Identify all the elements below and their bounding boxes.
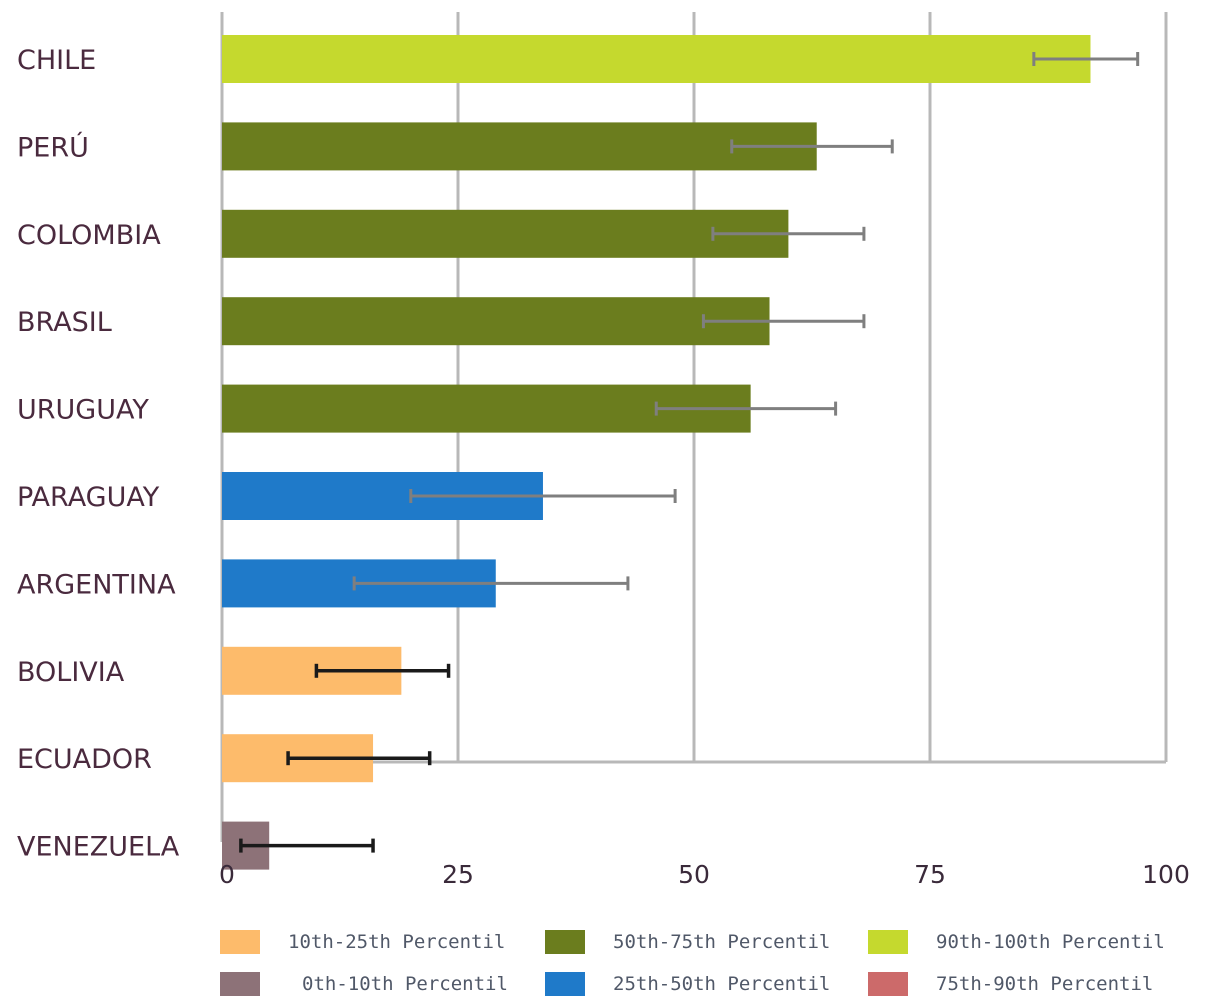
bar-brasil [222, 297, 770, 346]
legend-swatch [545, 930, 585, 954]
bar-chart: CHILE PERÚ COLOMBIA BRASIL URUGUAY PARAGUAY AR… [17, 12, 1190, 889]
x-tick-label: 25 [442, 860, 474, 889]
bar-perú [222, 122, 817, 171]
legend-label: 90th-100th Percentil [936, 931, 1165, 953]
x-tick-labels: 0 25 50 75 100 [219, 860, 1190, 889]
legend-label: 10th-25th Percentil [288, 931, 506, 953]
legend-item-0th-10th: 0th-10th Percentil [220, 969, 508, 999]
category-label: URUGUAY [17, 395, 149, 426]
x-tick-label: 50 [678, 860, 710, 889]
legend-swatch [220, 972, 260, 996]
bar-colombia [222, 209, 789, 258]
legend: 10th-25th Percentil 50th-75th Percentil … [0, 915, 1207, 996]
legend-item-25th-50th: 25th-50th Percentil [545, 969, 830, 999]
bars [222, 35, 1091, 870]
category-label: VENEZUELA [17, 832, 180, 863]
legend-label: 50th-75th Percentil [613, 931, 831, 953]
legend-swatch [868, 930, 908, 954]
category-label: ARGENTINA [17, 569, 176, 600]
category-label: BOLIVIA [17, 657, 125, 688]
category-label: PERÚ [17, 131, 89, 163]
x-tick-label: 0 [219, 860, 235, 889]
category-label: ECUADOR [17, 744, 152, 775]
x-tick-label: 100 [1142, 860, 1190, 889]
bar-chile [222, 35, 1091, 83]
legend-item-90th-100th: 90th-100th Percentil [868, 927, 1165, 957]
category-label: PARAGUAY [17, 482, 160, 513]
legend-item-50th-75th: 50th-75th Percentil [545, 927, 830, 957]
legend-swatch [868, 972, 908, 996]
legend-label: 0th-10th Percentil [302, 973, 508, 995]
legend-item-10th-25th: 10th-25th Percentil [220, 927, 505, 957]
legend-swatch [545, 972, 585, 996]
legend-label: 25th-50th Percentil [613, 973, 831, 995]
legend-swatch [220, 930, 260, 954]
category-label: CHILE [17, 45, 96, 76]
x-tick-label: 75 [914, 860, 946, 889]
legend-item-75th-90th: 75th-90th Percentil [868, 969, 1153, 999]
error-bars [239, 52, 1140, 853]
legend-label: 75th-90th Percentil [936, 973, 1154, 995]
category-labels: CHILE PERÚ COLOMBIA BRASIL URUGUAY PARAGUAY AR… [17, 45, 180, 863]
category-label: COLOMBIA [17, 220, 161, 251]
category-label: BRASIL [17, 307, 112, 338]
